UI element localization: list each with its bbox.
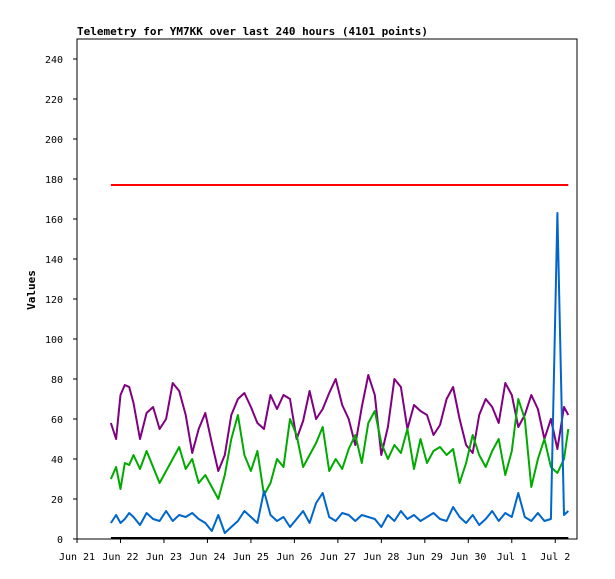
y-tick-label-11: 220	[45, 95, 63, 106]
x-tick-label-2: Jun 23	[146, 552, 182, 563]
y-tick-label-3: 60	[51, 415, 63, 426]
x-tick-label-6: Jun 27	[320, 552, 356, 563]
y-tick-label-9: 180	[45, 175, 63, 186]
plot-area: 0 20 40 60 80 100 120 140 160 180 200 220 240 Jun 21 J…	[45, 38, 578, 563]
x-tick-label-5: Jun 26	[276, 552, 312, 563]
y-tick-label-0: 0	[57, 535, 63, 546]
series-line-3	[110, 212, 569, 534]
y-tick-label-4: 80	[51, 375, 63, 386]
y-tick-label-6: 120	[45, 295, 63, 306]
x-tick-label-10: Jul 1	[497, 552, 527, 563]
x-tick-label-7: Jun 28	[363, 552, 399, 563]
x-tick-label-0: Jun 21	[59, 552, 95, 563]
y-tick-label-5: 100	[45, 335, 63, 346]
x-tick-label-11: Jul 2	[540, 552, 570, 563]
x-tick-label-1: Jun 22	[102, 552, 138, 563]
x-tick-label-3: Jun 24	[189, 552, 225, 563]
x-tick-label-4: Jun 25	[233, 552, 269, 563]
series-line-2	[109, 398, 570, 500]
chart-title: Telemetry for YM7KK over last 240 hours …	[77, 25, 428, 38]
y-axis-label: Values	[25, 270, 38, 310]
y-tick-label-10: 200	[45, 135, 63, 146]
y-tick-label-7: 140	[45, 255, 63, 266]
y-tick-label-1: 20	[51, 495, 63, 506]
y-tick-label-8: 160	[45, 215, 63, 226]
y-tick-label-12: 240	[45, 55, 63, 66]
y-tick-label-2: 40	[51, 455, 63, 466]
series-line-1	[109, 374, 570, 472]
x-tick-label-9: Jun 30	[450, 552, 486, 563]
x-tick-label-8: Jun 29	[407, 552, 443, 563]
